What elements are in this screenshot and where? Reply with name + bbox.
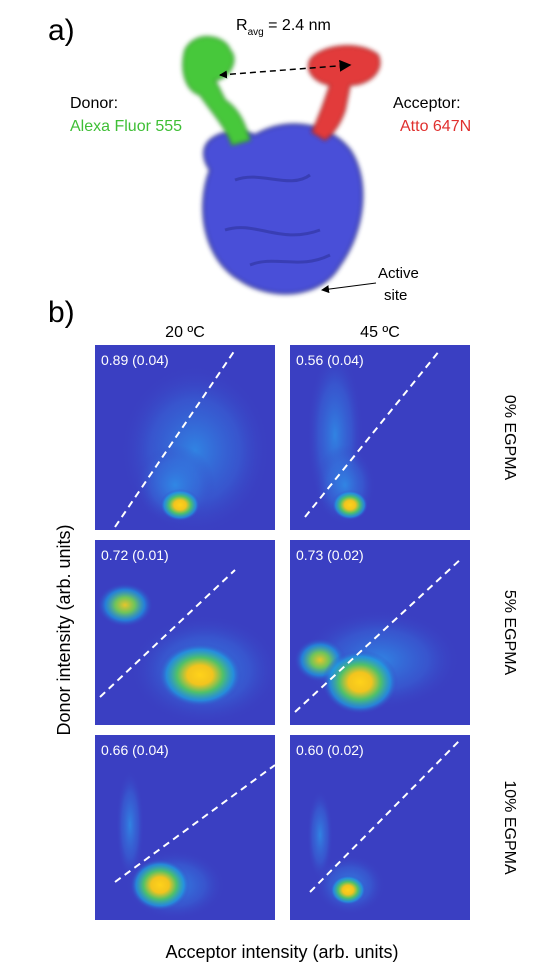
- heatmap: 0.89 (0.04): [95, 345, 275, 530]
- density-blob: [332, 490, 368, 520]
- cell-value: 0.56 (0.04): [296, 352, 364, 368]
- cell-value: 0.72 (0.01): [101, 547, 169, 563]
- panel-label: b): [48, 296, 75, 329]
- density-blob: [330, 875, 366, 905]
- heatmap: 0.72 (0.01): [95, 540, 275, 725]
- cell-value: 0.73 (0.02): [296, 547, 364, 563]
- heatmap-body: [95, 345, 275, 530]
- density-blob: [322, 650, 398, 714]
- cell-value: 0.89 (0.04): [101, 352, 169, 368]
- heatmap: 0.73 (0.02): [290, 540, 470, 725]
- distance-label: Ravg = 2.4 nm: [236, 17, 331, 38]
- heatmap-body: [95, 735, 275, 920]
- heatmap-body: [95, 540, 275, 725]
- row-header: 10% EGPMA: [501, 780, 518, 875]
- distance-subscript: avg: [248, 27, 264, 38]
- protein-render: [182, 36, 381, 295]
- density-blob: [160, 489, 200, 521]
- density-blob: [116, 770, 144, 880]
- donor-dye: Alexa Fluor 555: [70, 118, 182, 135]
- active-site-label: Active: [378, 265, 419, 282]
- density-blob: [130, 859, 190, 911]
- heatmap-body: [290, 345, 470, 530]
- cell-value: 0.60 (0.02): [296, 742, 364, 758]
- density-blob: [307, 790, 333, 880]
- density-blob: [97, 583, 153, 627]
- panel-label: a): [48, 14, 75, 47]
- x-axis-label: Acceptor intensity (arb. units): [165, 942, 398, 962]
- row-header: 0% EGPMA: [501, 395, 518, 481]
- heatmap-grid: 0.89 (0.04) 0.56 (0.04) 0.72 (0.01) 0.73 (0…: [95, 345, 470, 920]
- density-blob: [158, 643, 242, 707]
- row-header: 5% EGPMA: [501, 590, 518, 676]
- threshold-line: [99, 569, 236, 698]
- distance-symbol: R: [236, 17, 248, 34]
- active-site-label: site: [384, 287, 407, 304]
- cell-value: 0.66 (0.04): [101, 742, 169, 758]
- distance-value: = 2.4 nm: [264, 17, 331, 34]
- heatmap-body: [290, 735, 470, 920]
- heatmap: 0.56 (0.04): [290, 345, 470, 530]
- donor-title: Donor:: [70, 95, 118, 112]
- threshold-line: [294, 557, 463, 713]
- acceptor-title: Acceptor:: [393, 95, 461, 112]
- heatmap: 0.66 (0.04): [95, 735, 275, 920]
- threshold-line: [114, 764, 275, 883]
- heatmap-body: [290, 540, 470, 725]
- acceptor-dye: Atto 647N: [400, 118, 471, 135]
- y-axis-label: Donor intensity (arb. units): [54, 524, 74, 735]
- column-header: 45 ºC: [360, 324, 400, 341]
- column-header: 20 ºC: [165, 324, 205, 341]
- heatmap: 0.60 (0.02): [290, 735, 470, 920]
